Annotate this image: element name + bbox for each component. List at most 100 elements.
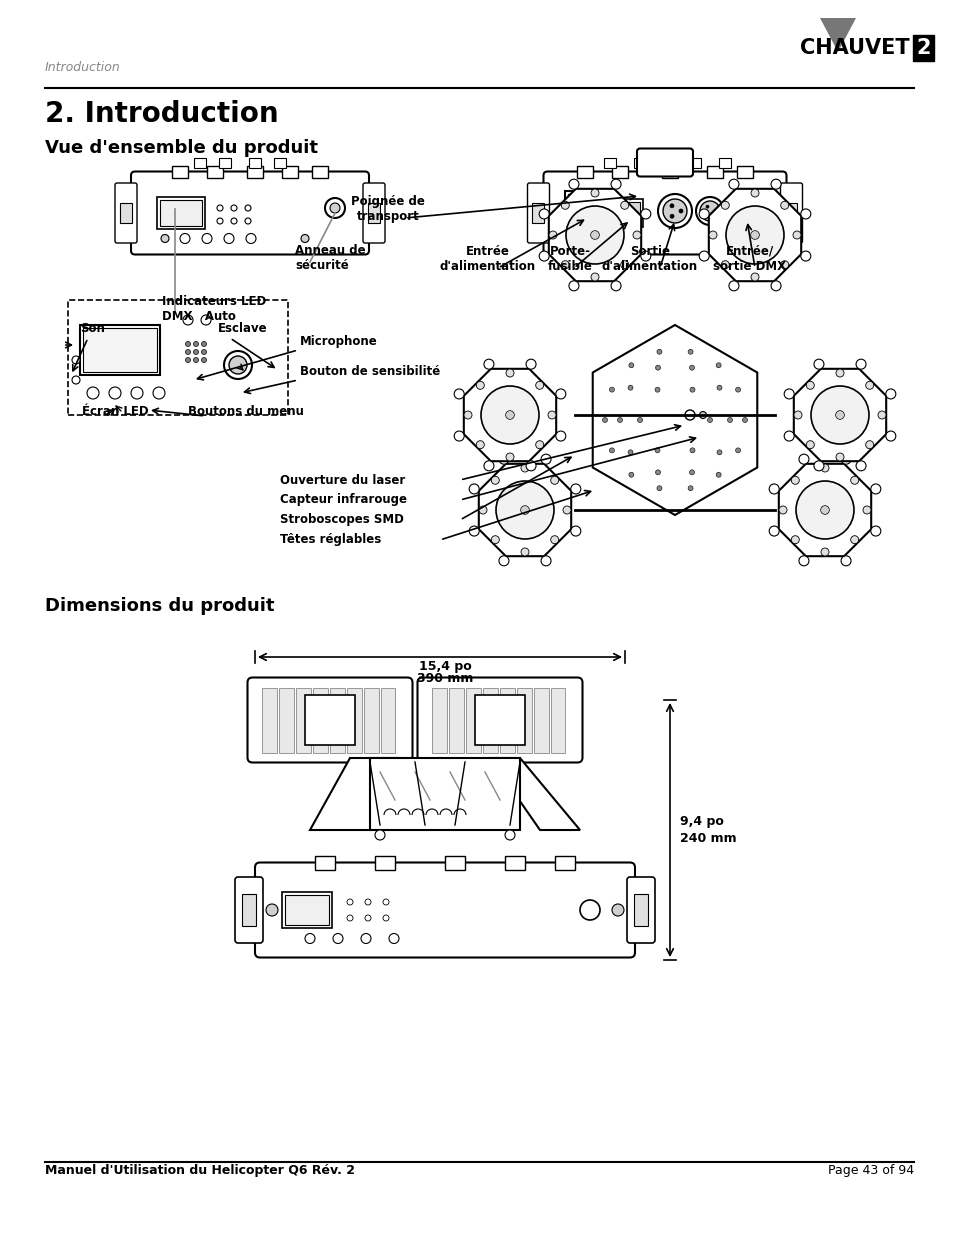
- Text: Écran LED: Écran LED: [82, 405, 149, 417]
- Bar: [83, 329, 157, 372]
- Bar: [370, 758, 519, 830]
- FancyBboxPatch shape: [527, 183, 549, 243]
- Circle shape: [469, 526, 478, 536]
- Bar: [193, 158, 206, 168]
- Text: Introduction: Introduction: [45, 61, 121, 74]
- Circle shape: [620, 201, 628, 209]
- Circle shape: [655, 448, 659, 453]
- Text: Stroboscopes SMD: Stroboscopes SMD: [280, 514, 403, 526]
- FancyBboxPatch shape: [637, 148, 692, 177]
- Circle shape: [780, 201, 788, 209]
- Bar: [612, 165, 627, 178]
- Circle shape: [185, 357, 191, 363]
- Circle shape: [800, 251, 810, 261]
- Circle shape: [658, 194, 691, 228]
- Circle shape: [224, 233, 233, 243]
- Text: d'alimentation: d'alimentation: [439, 261, 536, 273]
- FancyBboxPatch shape: [780, 183, 801, 243]
- Circle shape: [735, 387, 740, 393]
- Circle shape: [727, 417, 732, 422]
- Bar: [207, 165, 223, 178]
- Bar: [573, 195, 601, 203]
- Bar: [314, 856, 335, 869]
- Circle shape: [793, 411, 801, 419]
- Circle shape: [382, 899, 389, 905]
- Bar: [279, 688, 294, 752]
- Circle shape: [705, 214, 708, 217]
- Circle shape: [131, 387, 143, 399]
- Polygon shape: [708, 189, 801, 282]
- Bar: [313, 688, 328, 752]
- Polygon shape: [463, 369, 556, 461]
- Circle shape: [602, 417, 607, 422]
- Text: Son: Son: [80, 322, 105, 335]
- Circle shape: [742, 214, 745, 217]
- Bar: [363, 688, 378, 752]
- Bar: [80, 325, 160, 375]
- Circle shape: [684, 410, 695, 420]
- Circle shape: [480, 387, 538, 445]
- Circle shape: [655, 366, 659, 370]
- Polygon shape: [820, 19, 855, 52]
- Bar: [249, 158, 261, 168]
- Circle shape: [689, 366, 694, 370]
- Circle shape: [717, 450, 721, 454]
- Text: fusible: fusible: [547, 261, 592, 273]
- Circle shape: [841, 454, 850, 464]
- Polygon shape: [490, 758, 579, 830]
- Circle shape: [562, 506, 571, 514]
- Circle shape: [716, 363, 720, 368]
- Text: sortie DMX: sortie DMX: [713, 261, 785, 273]
- Circle shape: [689, 469, 694, 474]
- Bar: [565, 191, 609, 235]
- Circle shape: [835, 369, 843, 377]
- Circle shape: [201, 357, 206, 363]
- Circle shape: [750, 189, 759, 198]
- Circle shape: [229, 356, 247, 374]
- Circle shape: [700, 201, 720, 221]
- Text: Anneau de: Anneau de: [294, 245, 365, 257]
- Circle shape: [333, 934, 343, 944]
- Circle shape: [637, 417, 641, 422]
- Bar: [577, 165, 593, 178]
- Circle shape: [483, 461, 494, 471]
- Circle shape: [657, 350, 661, 354]
- Circle shape: [185, 350, 191, 354]
- Bar: [375, 856, 395, 869]
- Circle shape: [768, 484, 779, 494]
- Text: Sortie: Sortie: [629, 245, 669, 258]
- Circle shape: [590, 273, 598, 282]
- Text: Entrée: Entrée: [466, 245, 510, 258]
- Bar: [568, 194, 606, 232]
- Text: Ouverture du laser: Ouverture du laser: [280, 473, 405, 487]
- Bar: [634, 894, 647, 926]
- Circle shape: [805, 382, 814, 389]
- Text: Boutons du menu: Boutons du menu: [188, 405, 304, 417]
- Circle shape: [617, 417, 622, 422]
- Circle shape: [728, 179, 739, 189]
- Circle shape: [687, 350, 692, 354]
- Text: Porte-: Porte-: [549, 245, 590, 258]
- Circle shape: [266, 904, 277, 916]
- Circle shape: [193, 350, 198, 354]
- Circle shape: [305, 934, 314, 944]
- Bar: [68, 300, 288, 415]
- Circle shape: [885, 389, 895, 399]
- Bar: [296, 688, 311, 752]
- Bar: [688, 158, 700, 168]
- Circle shape: [579, 900, 599, 920]
- Circle shape: [813, 359, 823, 369]
- Circle shape: [609, 387, 614, 393]
- Circle shape: [498, 454, 508, 464]
- Circle shape: [611, 280, 620, 290]
- Circle shape: [520, 505, 529, 514]
- Circle shape: [792, 231, 801, 240]
- Circle shape: [669, 214, 674, 219]
- Circle shape: [520, 548, 529, 556]
- Circle shape: [841, 556, 850, 566]
- Bar: [555, 856, 575, 869]
- Circle shape: [454, 431, 464, 441]
- Text: Microphone: Microphone: [299, 335, 377, 348]
- Text: Têtes réglables: Têtes réglables: [280, 534, 381, 547]
- Circle shape: [491, 477, 498, 484]
